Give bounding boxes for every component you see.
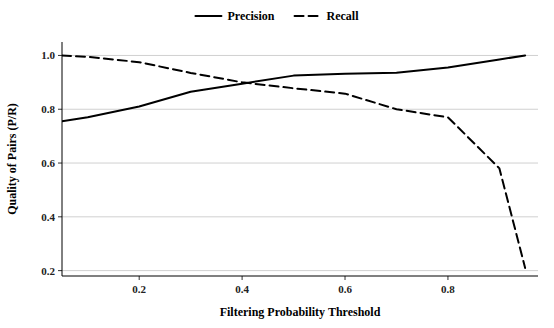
legend-label: Recall <box>327 9 360 23</box>
grid-line <box>62 163 538 164</box>
legend-item: Precision <box>195 9 274 23</box>
chart-container: 0.2 0.4 0.6 0.8 1.0 0.2 0.4 0.6 0.8 Filtering Pro… <box>0 0 554 328</box>
tick-label: 0.4 <box>41 211 55 223</box>
grid-line <box>62 109 538 110</box>
x-axis-label: Filtering Probability Threshold <box>220 305 381 319</box>
tick-label: 0.8 <box>441 283 455 295</box>
legend-swatch <box>295 15 321 17</box>
tick-mark <box>58 109 62 110</box>
series-line <box>62 55 525 121</box>
series-line <box>62 55 525 267</box>
legend: Precision Recall <box>195 9 359 23</box>
tick-mark <box>58 216 62 217</box>
grid-line <box>62 270 538 271</box>
y-axis-label: Quality of Pairs (P/R) <box>5 103 19 215</box>
legend-swatch <box>195 15 221 17</box>
tick-mark <box>58 270 62 271</box>
y-axis: 0.2 0.4 0.6 0.8 1.0 <box>41 49 538 276</box>
tick-label: 0.2 <box>132 283 146 295</box>
legend-item: Recall <box>295 9 360 23</box>
tick-mark <box>58 55 62 56</box>
y-axis-line <box>62 42 63 276</box>
tick-label: 0.6 <box>41 157 55 169</box>
tick-label: 1.0 <box>41 49 55 61</box>
legend-label: Precision <box>227 9 274 23</box>
x-axis-line <box>62 276 538 277</box>
grid-line <box>62 55 538 56</box>
tick-label: 0.8 <box>41 103 55 115</box>
background <box>0 0 554 328</box>
tick-mark <box>58 163 62 164</box>
tick-label: 0.6 <box>338 283 352 295</box>
x-axis: 0.2 0.4 0.6 0.8 <box>132 276 455 295</box>
plot-area <box>62 55 525 267</box>
tick-mark <box>242 276 243 280</box>
grid-line <box>62 216 538 217</box>
chart: 0.2 0.4 0.6 0.8 1.0 0.2 0.4 0.6 0.8 Filtering Pro… <box>0 0 554 328</box>
tick-mark <box>139 276 140 280</box>
tick-label: 0.2 <box>41 265 55 277</box>
tick-label: 0.4 <box>235 283 249 295</box>
tick-mark <box>447 276 448 280</box>
tick-mark <box>345 276 346 280</box>
